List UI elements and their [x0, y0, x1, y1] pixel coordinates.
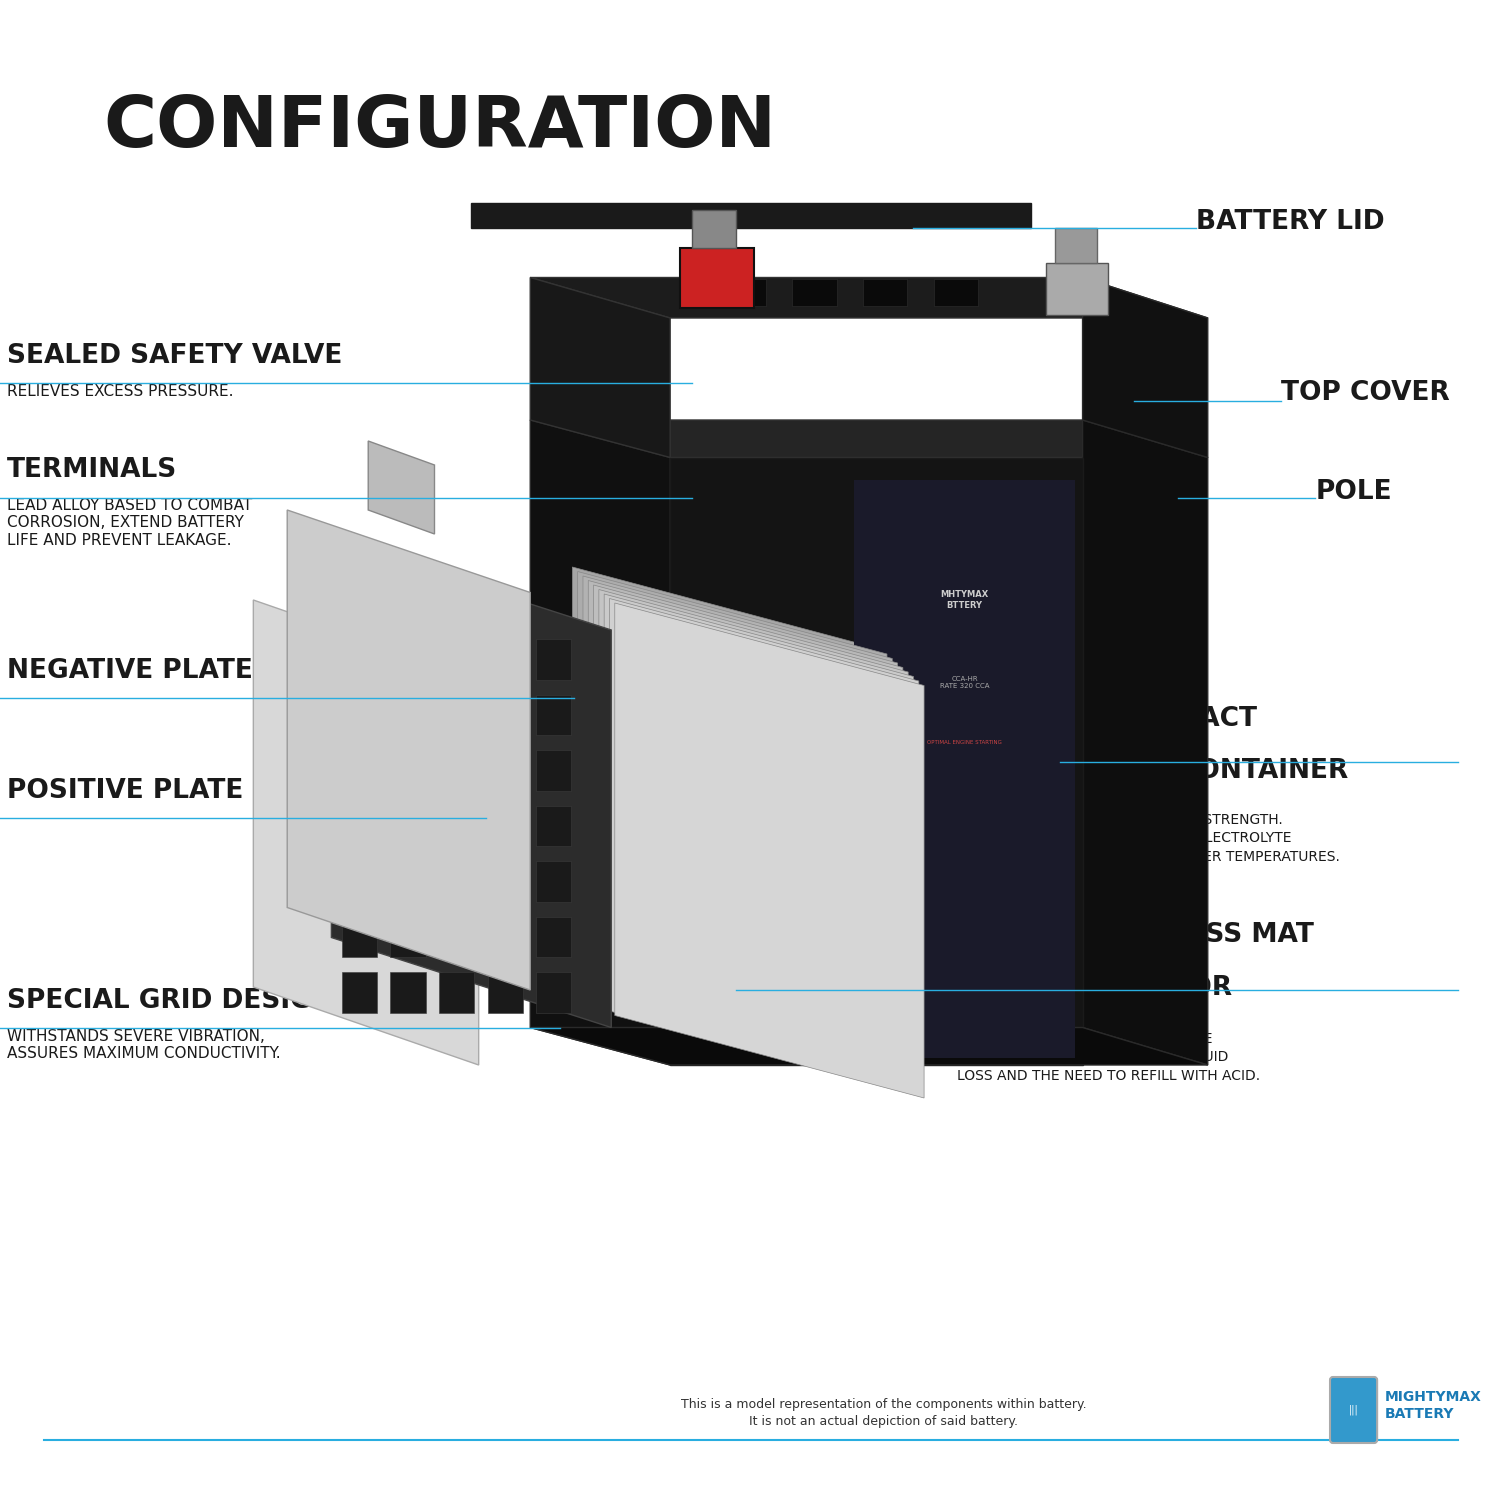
Polygon shape: [530, 278, 1208, 318]
Text: OPTIMAL ENGINE STARTING: OPTIMAL ENGINE STARTING: [927, 740, 1002, 746]
FancyBboxPatch shape: [1046, 262, 1107, 315]
FancyBboxPatch shape: [390, 750, 426, 790]
FancyBboxPatch shape: [342, 694, 376, 735]
Polygon shape: [594, 585, 903, 1080]
Polygon shape: [573, 567, 882, 1062]
Text: TERMINALS: TERMINALS: [8, 458, 177, 483]
FancyBboxPatch shape: [440, 639, 474, 680]
FancyBboxPatch shape: [342, 861, 376, 901]
FancyBboxPatch shape: [792, 279, 837, 306]
FancyBboxPatch shape: [536, 972, 572, 1012]
Polygon shape: [530, 420, 1208, 458]
FancyBboxPatch shape: [488, 639, 524, 680]
Polygon shape: [855, 480, 1076, 1058]
Text: MAKES BATTERY SPILL-PROOF. VALVE
REGULATED DESIGN ELIMINATES FLUID
LOSS AND THE : MAKES BATTERY SPILL-PROOF. VALVE REGULAT…: [957, 1032, 1260, 1083]
FancyBboxPatch shape: [488, 861, 524, 901]
FancyBboxPatch shape: [390, 916, 426, 957]
Polygon shape: [567, 562, 876, 1058]
Polygon shape: [530, 278, 670, 458]
Polygon shape: [471, 202, 1030, 228]
Text: RELIEVES EXCESS PRESSURE.: RELIEVES EXCESS PRESSURE.: [8, 384, 234, 399]
FancyBboxPatch shape: [440, 750, 474, 790]
Text: PROVIDES GREATER STRENGTH.
ASSURES RESERVE ELECTROLYTE
CAPACITY FOR COOLER TEMPE: PROVIDES GREATER STRENGTH. ASSURES RESER…: [1060, 813, 1341, 864]
FancyBboxPatch shape: [440, 972, 474, 1012]
FancyBboxPatch shape: [390, 639, 426, 680]
FancyBboxPatch shape: [536, 750, 572, 790]
FancyBboxPatch shape: [342, 806, 376, 846]
FancyBboxPatch shape: [440, 694, 474, 735]
FancyBboxPatch shape: [488, 750, 524, 790]
Text: SPECIAL GRID DESIGN: SPECIAL GRID DESIGN: [8, 988, 334, 1014]
Text: CCA-HR
RATE 320 CCA: CCA-HR RATE 320 CCA: [940, 676, 990, 688]
Text: BATTERY LID: BATTERY LID: [1196, 209, 1384, 236]
FancyBboxPatch shape: [934, 279, 978, 306]
FancyBboxPatch shape: [862, 279, 907, 306]
FancyBboxPatch shape: [536, 639, 572, 680]
FancyBboxPatch shape: [342, 916, 376, 957]
FancyBboxPatch shape: [342, 584, 376, 624]
Polygon shape: [604, 594, 914, 1089]
Text: MIGHTYMAX
BATTERY: MIGHTYMAX BATTERY: [1384, 1390, 1482, 1420]
Polygon shape: [530, 420, 670, 1065]
FancyBboxPatch shape: [488, 806, 524, 846]
Polygon shape: [584, 576, 892, 1071]
Text: CASE & CONTAINER: CASE & CONTAINER: [1060, 758, 1348, 783]
FancyBboxPatch shape: [536, 694, 572, 735]
Polygon shape: [598, 590, 908, 1084]
Text: (AGM) SEPARATOR: (AGM) SEPARATOR: [957, 975, 1233, 1000]
FancyBboxPatch shape: [536, 861, 572, 901]
Polygon shape: [670, 458, 1083, 1065]
Text: HIGH-IMPACT: HIGH-IMPACT: [1060, 706, 1257, 732]
Polygon shape: [615, 603, 924, 1098]
FancyBboxPatch shape: [440, 584, 474, 624]
FancyBboxPatch shape: [440, 916, 474, 957]
Polygon shape: [254, 600, 478, 1065]
FancyBboxPatch shape: [390, 806, 426, 846]
Polygon shape: [1083, 278, 1208, 458]
Text: NEGATIVE PLATE: NEGATIVE PLATE: [8, 658, 254, 684]
FancyBboxPatch shape: [536, 916, 572, 957]
Text: TOP COVER: TOP COVER: [1281, 380, 1450, 406]
FancyBboxPatch shape: [1330, 1377, 1377, 1443]
FancyBboxPatch shape: [390, 584, 426, 624]
Polygon shape: [1083, 420, 1208, 1065]
Polygon shape: [578, 572, 886, 1066]
FancyBboxPatch shape: [722, 279, 766, 306]
FancyBboxPatch shape: [440, 861, 474, 901]
FancyBboxPatch shape: [488, 694, 524, 735]
FancyBboxPatch shape: [536, 806, 572, 846]
FancyBboxPatch shape: [342, 972, 376, 1012]
Polygon shape: [609, 598, 920, 1094]
FancyBboxPatch shape: [488, 972, 524, 1012]
Text: WITHSTANDS SEVERE VIBRATION,
ASSURES MAXIMUM CONDUCTIVITY.: WITHSTANDS SEVERE VIBRATION, ASSURES MAX…: [8, 1029, 280, 1062]
Polygon shape: [588, 580, 897, 1076]
Text: SEALED SAFETY VALVE: SEALED SAFETY VALVE: [8, 344, 342, 369]
FancyBboxPatch shape: [488, 916, 524, 957]
Text: ABSORBENT GLASS MAT: ABSORBENT GLASS MAT: [957, 922, 1314, 948]
Polygon shape: [332, 540, 610, 1028]
Polygon shape: [1054, 228, 1098, 262]
FancyBboxPatch shape: [440, 806, 474, 846]
Polygon shape: [693, 210, 736, 248]
Text: |||: |||: [1348, 1404, 1359, 1416]
Text: LEAD ALLOY BASED TO COMBAT
CORROSION, EXTEND BATTERY
LIFE AND PREVENT LEAKAGE.: LEAD ALLOY BASED TO COMBAT CORROSION, EX…: [8, 498, 252, 548]
Polygon shape: [286, 510, 530, 990]
Text: POLE: POLE: [1316, 478, 1392, 506]
FancyBboxPatch shape: [390, 861, 426, 901]
FancyBboxPatch shape: [390, 972, 426, 1012]
Text: This is a model representation of the components within battery.
It is not an ac: This is a model representation of the co…: [681, 1398, 1086, 1428]
Text: POSITIVE PLATE: POSITIVE PLATE: [8, 778, 243, 804]
FancyBboxPatch shape: [342, 750, 376, 790]
FancyBboxPatch shape: [681, 248, 754, 308]
Polygon shape: [327, 534, 390, 621]
Polygon shape: [530, 1028, 1208, 1065]
Polygon shape: [368, 441, 435, 534]
FancyBboxPatch shape: [390, 694, 426, 735]
Text: CONFIGURATION: CONFIGURATION: [104, 93, 776, 162]
Text: MHTYMAX
BTTERY: MHTYMAX BTTERY: [940, 590, 988, 610]
FancyBboxPatch shape: [342, 639, 376, 680]
